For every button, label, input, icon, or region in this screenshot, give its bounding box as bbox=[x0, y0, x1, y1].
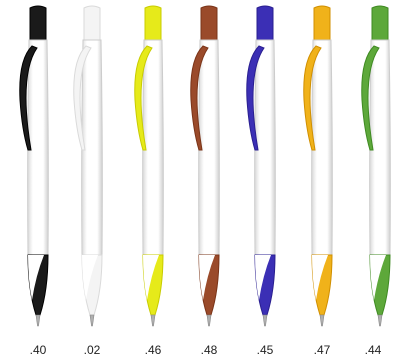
pen-illustration bbox=[19, 5, 49, 327]
pen-cap-top bbox=[144, 5, 162, 41]
pen-illustration bbox=[361, 5, 391, 327]
pen-tip bbox=[89, 314, 95, 327]
pen-grip-highlight bbox=[312, 255, 328, 300]
pen-orange bbox=[302, 0, 342, 335]
pen-code-label: .02 bbox=[83, 343, 101, 357]
pen-cap-top bbox=[83, 5, 101, 41]
pen-clip bbox=[303, 45, 322, 151]
pen-clip bbox=[361, 45, 380, 151]
pen-clip bbox=[19, 45, 38, 151]
pen-cap-top bbox=[313, 5, 331, 41]
pen-brown bbox=[189, 0, 229, 335]
pen-tip bbox=[150, 314, 156, 327]
pen-clip bbox=[246, 45, 265, 151]
pen-illustration bbox=[303, 5, 333, 327]
pen-clip bbox=[73, 45, 92, 151]
pen-cap-top bbox=[256, 5, 274, 41]
pen-cap-top bbox=[371, 5, 389, 41]
pen-blue bbox=[245, 0, 285, 335]
pen-code-label: .40 bbox=[29, 343, 47, 357]
pen-grip-highlight bbox=[255, 255, 271, 300]
pen-clip bbox=[134, 45, 153, 151]
pen-code-label: .46 bbox=[144, 343, 162, 357]
pen-tip bbox=[319, 314, 325, 327]
pen-black bbox=[18, 0, 58, 335]
pen-grip-highlight bbox=[82, 255, 98, 300]
pen-code-label: .44 bbox=[364, 343, 382, 357]
pen-illustration bbox=[190, 5, 220, 327]
pen-clip bbox=[190, 45, 209, 151]
pen-cap-top bbox=[200, 5, 218, 41]
pen-illustration bbox=[73, 5, 103, 327]
pen-green bbox=[360, 0, 393, 335]
pen-tip bbox=[206, 314, 212, 327]
pen-grip-highlight bbox=[370, 255, 386, 300]
pen-white bbox=[72, 0, 112, 335]
pen-yellow bbox=[133, 0, 173, 335]
pen-code-label: .47 bbox=[313, 343, 331, 357]
pen-illustration bbox=[134, 5, 164, 327]
pen-grip-highlight bbox=[28, 255, 44, 300]
pen-cap-top bbox=[29, 5, 47, 41]
pen-illustration bbox=[246, 5, 276, 327]
pen-tip bbox=[262, 314, 268, 327]
pen-code-label: .45 bbox=[256, 343, 274, 357]
pen-grip-highlight bbox=[199, 255, 215, 300]
pen-grip-highlight bbox=[143, 255, 159, 300]
pen-tip bbox=[377, 314, 383, 327]
pen-code-label: .48 bbox=[200, 343, 218, 357]
pen-tip bbox=[35, 314, 41, 327]
